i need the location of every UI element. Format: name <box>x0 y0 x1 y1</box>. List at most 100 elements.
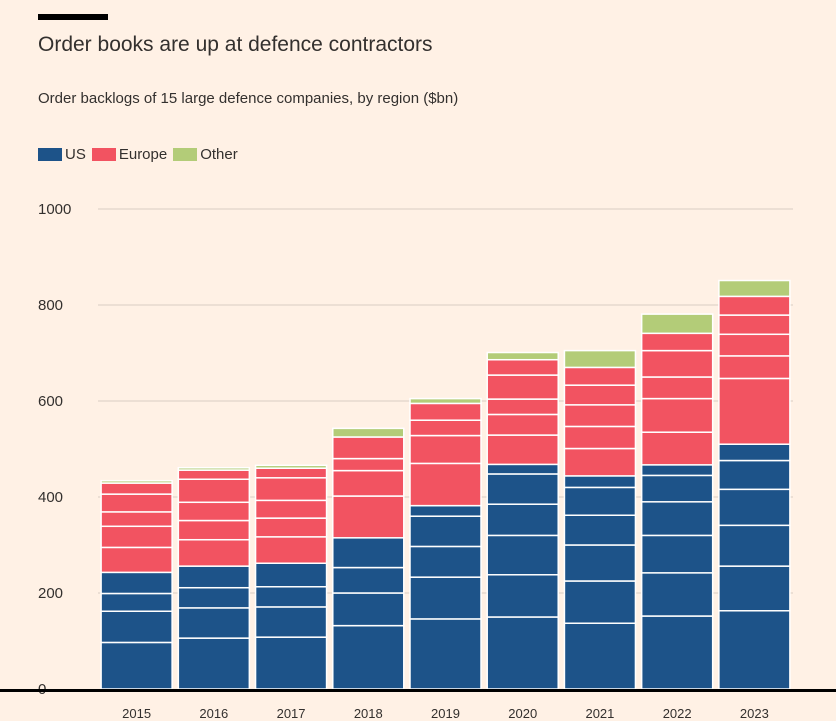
bar-segment-us-2017-1 <box>254 606 328 638</box>
title-accent-bar <box>38 14 108 20</box>
x-tick-label-2021: 2021 <box>585 706 614 721</box>
x-axis-baseline <box>0 689 836 692</box>
bar-segment-europe-2021-0 <box>563 447 637 477</box>
bar-segment-us-2019-2 <box>409 545 482 578</box>
bar-segment-europe-2022-3 <box>640 349 714 378</box>
y-tick-label-800: 800 <box>38 297 63 314</box>
bar-segment-us-2023-2 <box>718 524 791 567</box>
x-tick-label-2016: 2016 <box>199 706 228 721</box>
legend-item-europe: Europe <box>91 146 168 163</box>
bar-segment-us-2020-2 <box>486 534 559 576</box>
legend-swatch-other <box>173 148 198 161</box>
bar-segment-europe-2022-0 <box>640 431 714 466</box>
bar-segment-us-2023-0 <box>718 610 791 690</box>
y-tick-label-1000: 1000 <box>38 201 71 218</box>
bar-segment-us-2017-0 <box>254 636 328 690</box>
bar-segment-us-2022-2 <box>640 534 714 574</box>
x-tick-label-2020: 2020 <box>508 706 537 721</box>
bar-segment-europe-2023-4 <box>718 295 791 316</box>
bar-segment-other-2016-0 <box>177 466 251 471</box>
bar-segment-us-2015-1 <box>100 610 173 644</box>
x-tick-label-2022: 2022 <box>663 706 692 721</box>
bar-segment-us-2021-4 <box>563 486 637 516</box>
bar-segment-europe-2018-2 <box>332 457 405 472</box>
bar-segment-europe-2016-1 <box>177 519 251 541</box>
bar-segment-us-2015-2 <box>100 592 173 612</box>
bar-segment-europe-2018-1 <box>332 469 405 497</box>
bar-segment-europe-2020-3 <box>486 374 559 400</box>
bar-segment-us-2020-1 <box>486 574 559 618</box>
legend: US Europe Other <box>38 146 244 163</box>
bar-segment-europe-2017-3 <box>254 477 328 502</box>
bar-segment-europe-2018-0 <box>332 495 405 539</box>
bar-segment-us-2015-3 <box>100 571 173 595</box>
bar-segment-us-2017-3 <box>254 562 328 588</box>
bar-segment-other-2018-0 <box>332 427 405 438</box>
bar-segment-other-2015-0 <box>100 479 173 484</box>
bar-segment-us-2019-3 <box>409 515 482 548</box>
bar-segment-us-2020-0 <box>486 616 559 690</box>
bar-segment-us-2018-1 <box>332 592 405 627</box>
bar-segment-us-2015-0 <box>100 641 173 690</box>
bar-segment-us-2022-3 <box>640 501 714 537</box>
x-tick-label-2017: 2017 <box>277 706 306 721</box>
bar-segment-europe-2015-2 <box>100 511 173 528</box>
bar-segment-us-2019-4 <box>409 504 482 517</box>
bar-segment-europe-2015-4 <box>100 482 173 495</box>
bar-segment-europe-2020-1 <box>486 413 559 436</box>
bar-segment-us-2016-3 <box>177 565 251 589</box>
bar-segment-europe-2023-1 <box>718 355 791 380</box>
bar-segment-europe-2019-1 <box>409 434 482 465</box>
bar-segment-us-2018-3 <box>332 537 405 569</box>
bar-segment-us-2020-5 <box>486 463 559 475</box>
x-tick-label-2019: 2019 <box>431 706 460 721</box>
bar-segment-us-2021-2 <box>563 544 637 582</box>
legend-label-europe: Europe <box>118 146 168 163</box>
x-tick-label-2018: 2018 <box>354 706 383 721</box>
bar-segment-us-2022-0 <box>640 615 714 690</box>
bar-segment-us-2022-5 <box>640 464 714 477</box>
bar-segment-us-2021-3 <box>563 514 637 546</box>
bar-segment-us-2021-1 <box>563 580 637 624</box>
bar-segment-europe-2023-2 <box>718 333 791 357</box>
legend-item-us: US <box>38 146 86 163</box>
bar-segment-other-2021-0 <box>563 349 637 369</box>
bar-segment-europe-2023-0 <box>718 377 791 445</box>
legend-item-other: Other <box>173 146 238 163</box>
bar-segment-europe-2021-3 <box>563 384 637 406</box>
bar-segment-other-2017-0 <box>254 464 328 469</box>
bar-segment-us-2016-0 <box>177 637 251 690</box>
chart-title: Order books are up at defence contractor… <box>38 33 433 56</box>
bar-segment-us-2018-0 <box>332 624 405 690</box>
bar-segment-other-2020-0 <box>486 351 559 361</box>
bar-segment-europe-2023-3 <box>718 314 791 336</box>
bar-segment-us-2023-4 <box>718 459 791 491</box>
legend-label-us: US <box>65 146 86 163</box>
bar-segment-europe-2017-4 <box>254 467 328 479</box>
bar-segment-europe-2017-0 <box>254 536 328 564</box>
bar-segment-europe-2022-2 <box>640 376 714 400</box>
bar-segment-europe-2016-0 <box>177 538 251 567</box>
bar-segment-europe-2020-2 <box>486 398 559 416</box>
bar-segment-us-2019-1 <box>409 576 482 620</box>
bar-segment-europe-2019-0 <box>409 462 482 507</box>
bar-segment-us-2022-4 <box>640 474 714 503</box>
bar-segment-europe-2020-0 <box>486 434 559 466</box>
bar-segment-europe-2021-2 <box>563 404 637 428</box>
bar-segment-us-2023-1 <box>718 565 791 612</box>
bar-segment-other-2023-0 <box>718 279 791 298</box>
legend-label-other: Other <box>200 146 238 163</box>
bar-segment-europe-2016-4 <box>177 469 251 480</box>
bar-segment-us-2016-2 <box>177 586 251 609</box>
bar-segment-europe-2016-2 <box>177 501 251 522</box>
y-tick-label-600: 600 <box>38 393 63 410</box>
bar-segment-us-2023-5 <box>718 443 791 462</box>
bar-segment-europe-2017-1 <box>254 517 328 538</box>
bar-segment-europe-2019-2 <box>409 419 482 437</box>
bar-segment-europe-2021-1 <box>563 425 637 450</box>
bar-segment-us-2019-0 <box>409 618 482 690</box>
bar-segment-europe-2019-3 <box>409 402 482 421</box>
bar-segment-europe-2015-0 <box>100 546 173 574</box>
bar-segment-europe-2021-4 <box>563 366 637 386</box>
